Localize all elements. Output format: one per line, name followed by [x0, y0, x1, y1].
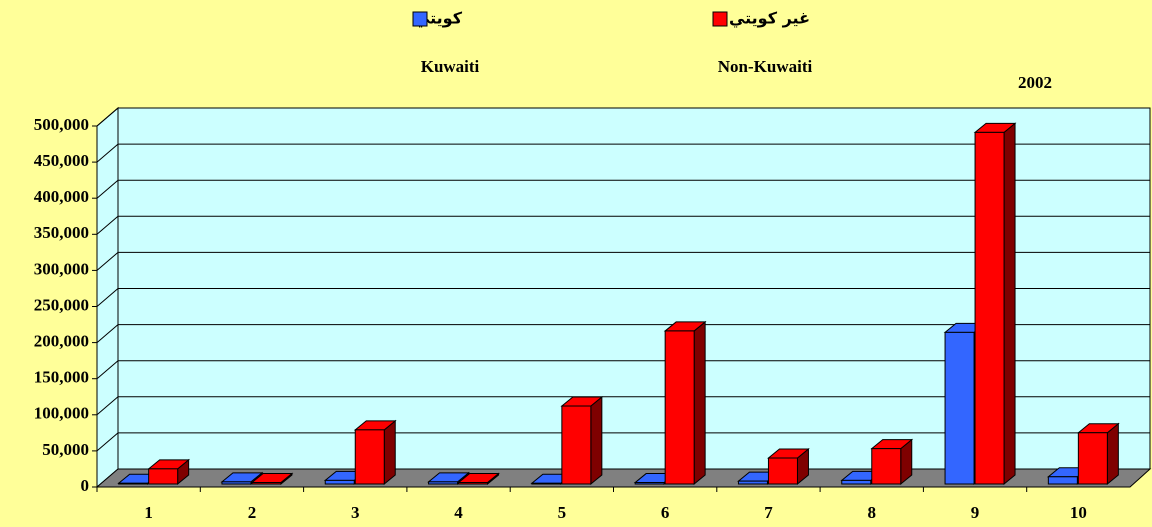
- bar: [871, 448, 902, 485]
- annotation: Kuwaiti: [421, 57, 480, 76]
- grid-line: [96, 432, 1150, 452]
- bar: [561, 405, 592, 485]
- bar: [1077, 432, 1108, 485]
- y-tick-label: 500,000: [34, 115, 89, 134]
- bar: [664, 330, 695, 485]
- bar: [841, 479, 872, 485]
- bar: [1047, 476, 1078, 485]
- bar: [737, 480, 768, 485]
- grid-line: [96, 251, 1150, 271]
- x-tick-label: 10: [1070, 503, 1087, 522]
- y-tick-label: 0: [81, 476, 90, 495]
- y-tick-label: 450,000: [34, 151, 89, 170]
- y-tick-label: 100,000: [34, 404, 89, 423]
- bar: [458, 482, 489, 485]
- bar-side: [1003, 122, 1016, 486]
- grid-line: [96, 360, 1150, 380]
- x-tick-label: 9: [971, 503, 980, 522]
- bar-side: [383, 419, 396, 486]
- y-tick-label: 300,000: [34, 259, 89, 278]
- x-tick-label: 3: [351, 503, 360, 522]
- grid-line: [96, 179, 1150, 199]
- x-tick-label: 5: [558, 503, 567, 522]
- bar: [634, 482, 665, 485]
- y-tick-label: 50,000: [42, 440, 89, 459]
- bar: [531, 482, 562, 485]
- legend-label: غير كويتي: [729, 9, 810, 29]
- grid-line: [96, 396, 1150, 416]
- bar: [974, 131, 1005, 485]
- y-tick-label: 250,000: [34, 295, 89, 314]
- y-tick-label: 400,000: [34, 187, 89, 206]
- grid-line: [96, 288, 1150, 307]
- bar: [251, 482, 282, 485]
- bar: [221, 481, 252, 485]
- x-tick-label: 4: [454, 503, 463, 522]
- bar: [767, 457, 798, 485]
- grid-line: [96, 107, 1150, 127]
- legend-swatch: [712, 11, 728, 27]
- bar-side: [693, 320, 706, 486]
- legend-swatch: [412, 11, 428, 27]
- x-tick-label: 6: [661, 503, 670, 522]
- annotation: 2002: [1018, 73, 1052, 92]
- annotation: Non-Kuwaiti: [718, 57, 813, 76]
- x-tick-label: 7: [764, 503, 773, 522]
- y-tick-label: 350,000: [34, 223, 89, 242]
- grid-line: [96, 324, 1150, 343]
- x-tick-label: 2: [248, 503, 257, 522]
- bar: [324, 479, 355, 485]
- grid-line: [96, 143, 1150, 163]
- bar-side: [1106, 422, 1119, 486]
- bar: [944, 331, 975, 485]
- bar: [118, 482, 149, 485]
- grid-line: [96, 215, 1150, 235]
- bar-side: [590, 395, 603, 486]
- y-tick-label: 200,000: [34, 332, 89, 351]
- x-tick-label: 8: [868, 503, 877, 522]
- bar: [354, 429, 385, 485]
- bar: [428, 481, 459, 485]
- bar: [148, 468, 179, 485]
- x-tick-label: 1: [144, 503, 153, 522]
- y-tick-label: 150,000: [34, 368, 89, 387]
